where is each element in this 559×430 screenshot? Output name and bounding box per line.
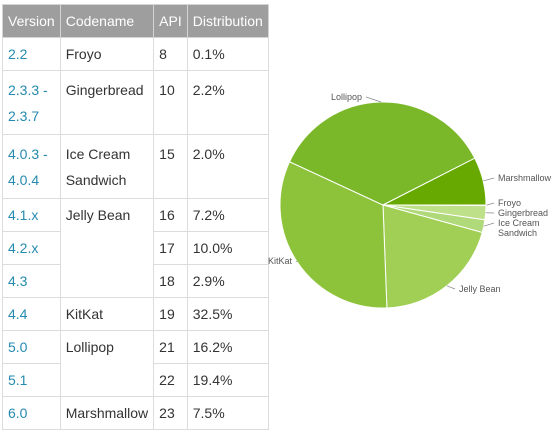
version-link[interactable]: 4.4 [8, 306, 27, 322]
api-cell: 17 [154, 232, 188, 265]
version-cell[interactable]: 5.0 [3, 331, 61, 364]
version-link[interactable]: 4.0.3 - 4.0.4 [8, 146, 48, 188]
distribution-cell: 16.2% [187, 331, 268, 364]
table-row: 5.0 Lollipop 21 16.2% [3, 331, 269, 364]
version-link[interactable]: 2.2 [8, 46, 27, 62]
pie-label: Jelly Bean [459, 284, 501, 294]
header-codename: Codename [60, 5, 153, 38]
version-line-1[interactable]: 2.3.3 - [8, 82, 48, 98]
pie-leader-line [483, 178, 494, 181]
header-api: API [154, 5, 188, 38]
table-row: 4.1.x Jelly Bean 16 7.2% [3, 199, 269, 232]
codename-line-1: Ice Cream [66, 146, 131, 162]
codename-cell: Ice Cream Sandwich [60, 135, 153, 199]
pie-leader-line [484, 223, 494, 226]
table-row: 6.0 Marshmallow 23 7.5% [3, 397, 269, 430]
table-row: 4.4 KitKat 19 32.5% [3, 298, 269, 331]
version-cell[interactable]: 4.1.x [3, 199, 61, 232]
pie-label: Lollipop [331, 92, 362, 102]
version-link[interactable]: 4.2.x [8, 240, 38, 256]
version-cell[interactable]: 4.2.x [3, 232, 61, 265]
version-link[interactable]: 6.0 [8, 405, 27, 421]
version-cell[interactable]: 2.2 [3, 38, 61, 71]
version-link[interactable]: 5.0 [8, 339, 27, 355]
pie-label: Froyo [498, 198, 521, 208]
version-cell[interactable]: 5.1 [3, 364, 61, 397]
api-cell: 16 [154, 199, 188, 232]
api-cell: 23 [154, 397, 188, 430]
api-cell: 21 [154, 331, 188, 364]
pie-label: Sandwich [498, 228, 537, 238]
distribution-cell: 7.5% [187, 397, 268, 430]
api-cell: 15 [154, 135, 188, 199]
distribution-cell: 0.1% [187, 38, 268, 71]
pie-label: Marshmallow [498, 173, 552, 183]
codename-cell: Lollipop [60, 331, 153, 397]
version-link[interactable]: 2.3.3 - 2.3.7 [8, 82, 48, 124]
api-cell: 18 [154, 265, 188, 298]
version-cell[interactable]: 2.3.3 - 2.3.7 [3, 71, 61, 135]
codename-cell: Marshmallow [60, 397, 153, 430]
codename-cell: KitKat [60, 298, 153, 331]
version-cell[interactable]: 6.0 [3, 397, 61, 430]
pie-leader-line [366, 97, 381, 102]
codename-cell: Froyo [60, 38, 153, 71]
codename-cell: Gingerbread [60, 71, 153, 135]
version-link[interactable]: 5.1 [8, 372, 27, 388]
api-cell: 22 [154, 364, 188, 397]
version-link[interactable]: 4.3 [8, 273, 27, 289]
codename-line-2: Sandwich [66, 172, 127, 188]
api-cell: 10 [154, 71, 188, 135]
pie-leader-line [447, 286, 455, 289]
version-cell[interactable]: 4.0.3 - 4.0.4 [3, 135, 61, 199]
api-cell: 19 [154, 298, 188, 331]
version-line-2[interactable]: 2.3.7 [8, 108, 39, 124]
version-line-1[interactable]: 4.0.3 - [8, 146, 48, 162]
pie-label: Ice Cream [498, 218, 540, 228]
version-line-2[interactable]: 4.0.4 [8, 172, 39, 188]
distribution-table: Version Codename API Distribution 2.2 Fr… [2, 4, 269, 430]
table-row: 2.3.3 -2.3.7 Gingerbread 10 2.2% [3, 71, 269, 135]
version-cell[interactable]: 4.3 [3, 265, 61, 298]
table-row: 2.2 Froyo 8 0.1% [3, 38, 269, 71]
distribution-cell: 19.4% [187, 364, 268, 397]
table-header-row: Version Codename API Distribution [3, 5, 269, 38]
header-distribution: Distribution [187, 5, 268, 38]
header-version: Version [3, 5, 61, 38]
api-cell: 8 [154, 38, 188, 71]
pie-label: Gingerbread [498, 208, 548, 218]
pie-leader-line [486, 203, 494, 205]
version-link[interactable]: 4.1.x [8, 207, 38, 223]
codename-cell: Jelly Bean [60, 199, 153, 298]
pie-label: KitKat [268, 256, 293, 266]
version-cell[interactable]: 4.4 [3, 298, 61, 331]
